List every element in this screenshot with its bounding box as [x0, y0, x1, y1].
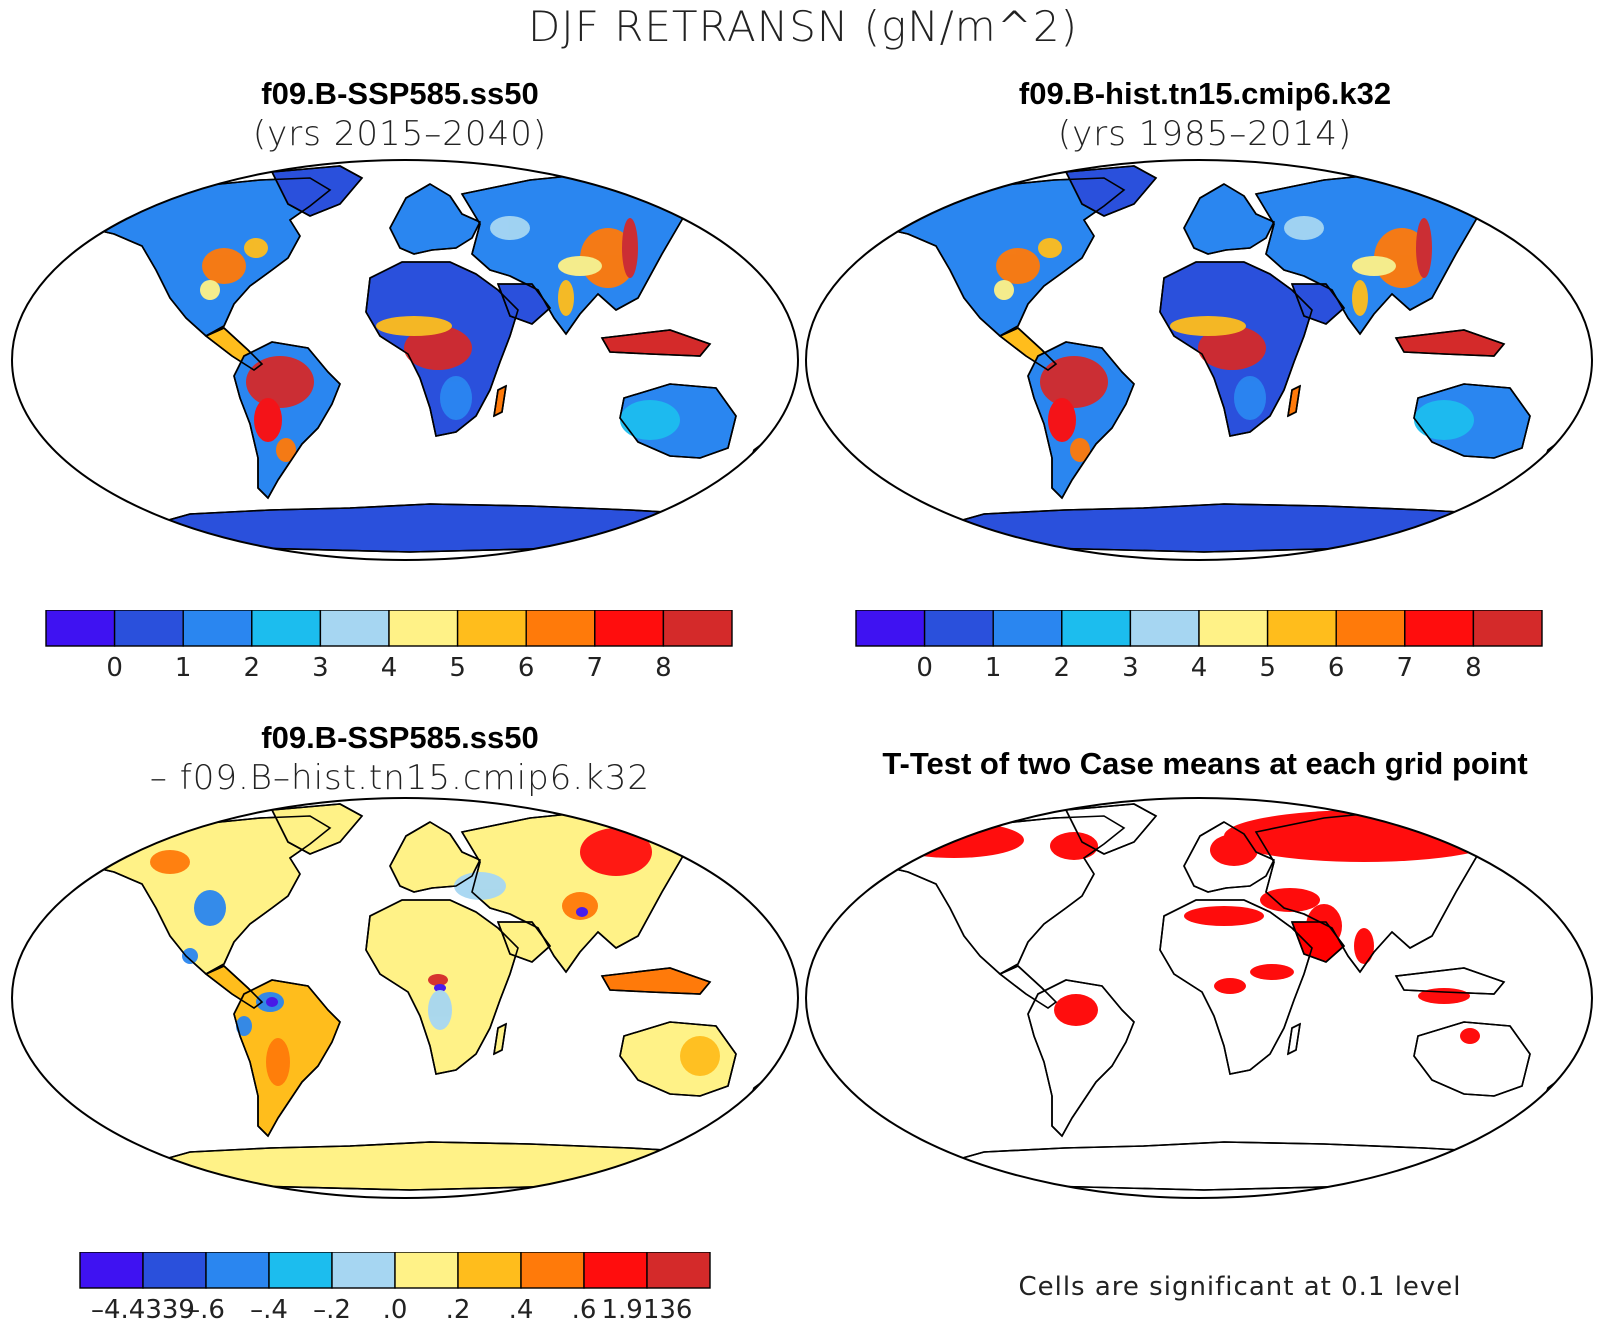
colorbar-box — [205, 1252, 270, 1289]
colorbar-box — [456, 610, 527, 647]
colorbar-tick-label: 1.9136 — [602, 1295, 693, 1322]
panel-title-bottom-left: f09.B-SSP585.ss50 — [261, 720, 539, 755]
panel-subtitle-bottom-left: – f09.B–hist.tn15.cmip6.k32 — [149, 758, 651, 798]
significance-footnote: Cells are significant at 0.1 level — [1018, 1272, 1462, 1302]
coastlines — [871, 803, 1558, 1191]
colorbar-box — [331, 1252, 396, 1289]
colorbar-tick-label: 6 — [1328, 653, 1345, 683]
colorbar-box — [646, 1252, 711, 1289]
colorbar-tick-label: 5 — [1259, 653, 1276, 683]
colorbar-ssp585: 0 1 2 3 4 5 6 7 8 — [45, 610, 733, 683]
map-ttest — [805, 797, 1593, 1199]
colorbar-tick-label: 8 — [1465, 653, 1482, 683]
colorbar-tick-label: 2 — [1054, 653, 1071, 683]
colorbar-box — [45, 610, 116, 647]
colorbar-tick-label: 3 — [1122, 653, 1139, 683]
colorbar-box — [855, 610, 926, 647]
colorbar-tick-label: 7 — [587, 653, 604, 683]
colorbar-box — [1198, 610, 1269, 647]
colorbar-box — [583, 1252, 648, 1289]
panel-title-bottom-right: T-Test of two Case means at each grid po… — [882, 746, 1528, 781]
colorbar-box — [662, 610, 733, 647]
colorbar-tick-label: –.6 — [187, 1295, 225, 1322]
field-detail — [150, 828, 720, 1086]
map-border — [805, 797, 1593, 1199]
colorbar-tick-label: .4 — [509, 1295, 534, 1322]
colorbar-box — [251, 610, 322, 647]
map-difference — [11, 797, 799, 1199]
colorbar-box — [992, 610, 1063, 647]
colorbar-box — [268, 1252, 333, 1289]
colorbar-tick-label: –.2 — [313, 1295, 351, 1322]
colorbar-tick-label: 0 — [916, 653, 933, 683]
colorbar-box — [1266, 610, 1337, 647]
panel-subtitle-top-right: (yrs 1985–2014) — [1057, 114, 1353, 154]
colorbar-box — [113, 610, 184, 647]
panel-subtitle-top-left: (yrs 2015–2040) — [252, 114, 548, 154]
colorbar-tick-label: –4.4339 — [91, 1295, 195, 1322]
field-detail — [994, 216, 1474, 462]
map-border — [805, 159, 1593, 561]
field-detail — [200, 216, 680, 462]
colorbar-tick-label: –.4 — [250, 1295, 288, 1322]
colorbar-box — [1472, 610, 1543, 647]
field-detail — [884, 810, 1504, 1044]
colorbar-tick-label: .6 — [572, 1295, 597, 1322]
colorbar-box — [525, 610, 596, 647]
colorbar-box — [1061, 610, 1132, 647]
figure-title: DJF RETRANSN (gN/m^2) — [527, 2, 1079, 51]
colorbar-box — [142, 1252, 207, 1289]
colorbar-box — [319, 610, 390, 647]
map-border — [11, 159, 799, 561]
colorbar-tick-label: 3 — [312, 653, 329, 683]
colorbar-hist: 0 1 2 3 4 5 6 7 8 — [855, 610, 1543, 683]
colorbar-box — [923, 610, 994, 647]
colorbar-tick-label: 6 — [518, 653, 535, 683]
colorbar-box — [79, 1252, 144, 1289]
panel-title-top-left: f09.B-SSP585.ss50 — [261, 76, 539, 111]
colorbar-box — [394, 1252, 459, 1289]
panel-title-top-right: f09.B-hist.tn15.cmip6.k32 — [1018, 76, 1392, 111]
colorbar-box — [457, 1252, 522, 1289]
colorbar-box — [388, 610, 459, 647]
colorbar-tick-label: 2 — [244, 653, 261, 683]
colorbar-difference: –4.4339–.6 –.4 –.2 .0 .2 .4 .6 1.9136 — [79, 1252, 711, 1322]
colorbar-tick-label: 1 — [175, 653, 192, 683]
colorbar-tick-label: 4 — [1191, 653, 1208, 683]
colorbar-tick-label: 7 — [1397, 653, 1414, 683]
colorbar-tick-label: .0 — [383, 1295, 408, 1322]
map-hist — [805, 159, 1593, 561]
colorbar-box — [520, 1252, 585, 1289]
colorbar-box — [594, 610, 665, 647]
colorbar-tick-label: .2 — [446, 1295, 471, 1322]
colorbar-tick-label: 4 — [381, 653, 398, 683]
colorbar-box — [1404, 610, 1475, 647]
colorbar-tick-label: 8 — [655, 653, 672, 683]
colorbar-box — [182, 610, 253, 647]
colorbar-tick-label: 5 — [449, 653, 466, 683]
colorbar-tick-label: 1 — [985, 653, 1002, 683]
map-ssp585 — [11, 159, 799, 561]
map-border — [11, 797, 799, 1199]
colorbar-box — [1335, 610, 1406, 647]
colorbar-box — [1129, 610, 1200, 647]
colorbar-tick-label: 0 — [106, 653, 123, 683]
